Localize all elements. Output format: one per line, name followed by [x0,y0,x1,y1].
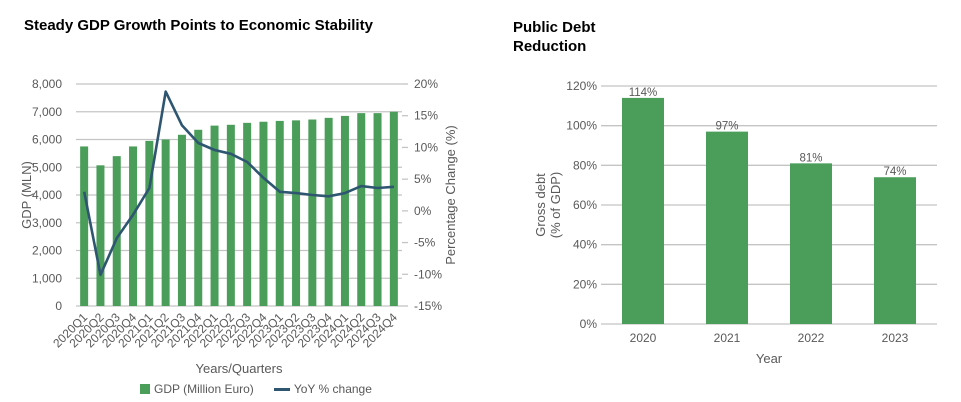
gdp-y2-tick-label: 20% [414,77,438,91]
gdp-y2-tick-label: 5% [414,172,432,186]
gdp-bar [194,129,203,306]
gdp-y2-tick-label: -15% [414,299,442,313]
debt-y-tick-label: 100% [566,119,597,133]
gdp-chart: 0 1,000 2,000 3,000 4,000 5,000 6,000 7,000 8,00… [19,77,458,376]
debt-y-tick-label: 120% [566,79,597,93]
gdp-bar [161,139,170,306]
gdp-x-axis-label: Years/Quarters [196,361,283,376]
gdp-bar [357,113,366,306]
gdp-bar [275,120,284,306]
gdp-bar [145,140,154,306]
debt-bar [790,163,832,324]
debt-bar [874,177,916,324]
legend-label-gdp: GDP (Million Euro) [154,382,254,396]
gdp-y-tick-label: 8,000 [32,77,62,91]
debt-x-tick-label: 2021 [714,331,741,345]
debt-x-axis-label: Year [756,351,783,366]
gdp-y-tick-label: 0 [55,299,62,313]
gdp-y-tick-label: 2,000 [32,244,62,258]
debt-data-label: 97% [715,121,738,133]
gdp-y2-tick-label: 15% [414,109,438,123]
gdp-bar [340,115,349,306]
gdp-y-tick-label: 6,000 [32,133,62,147]
gdp-bar [324,117,333,306]
debt-x-tick-label: 2020 [630,331,657,345]
gdp-y2-tick-label: 0% [414,204,432,218]
debt-y-tick-label: 80% [573,158,597,172]
debt-x-tick-label: 2023 [882,331,909,345]
debt-bar [622,97,664,325]
gdp-bar [96,165,105,306]
gdp-bar [112,156,121,306]
gdp-y-tick-label: 7,000 [32,105,62,119]
debt-y-tick-label: 40% [573,238,597,252]
gdp-bar [226,124,235,306]
debt-chart-title: Public Debt Reduction [513,19,596,55]
debt-data-label: 81% [799,152,822,164]
gdp-bar [80,146,89,306]
bar-swatch-icon [140,384,150,394]
gdp-y-tick-label: 4,000 [32,188,62,202]
gdp-bar [292,120,301,306]
gdp-bar [373,113,382,306]
gdp-bar [177,134,186,306]
debt-y-tick-label: 0% [580,317,598,331]
gdp-bar [259,121,268,307]
gdp-y2-tick-label: 10% [414,140,438,154]
yoy-change-line [82,90,394,277]
debt-y-axis-label-line2: (% of GDP) [548,172,563,238]
debt-y-tick-label: 60% [573,198,597,212]
gdp-chart-title: Steady GDP Growth Points to Economic Sta… [24,17,373,34]
gdp-bar [210,125,219,306]
legend-item-gdp: GDP (Million Euro) [140,382,254,396]
gdp-y-tick-label: 5,000 [32,160,62,174]
debt-bar [706,131,748,324]
gdp-y2-tick-label: -10% [414,267,442,281]
gdp-y-tick-label: 3,000 [32,216,62,230]
gdp-bar [243,122,252,306]
line-swatch-icon [273,387,290,391]
debt-y-tick-label: 20% [573,277,597,291]
gdp-bar [308,119,317,307]
debt-y-axis-label-line1: Gross debt [533,173,548,237]
gdp-y2-axis-label: Percentage Change (%) [443,125,458,264]
gdp-bar [129,146,138,306]
debt-data-label: 114% [629,87,658,99]
gdp-legend: GDP (Million Euro) YoY % change [140,382,372,396]
gdp-y-tick-label: 1,000 [32,271,62,285]
debt-data-label: 74% [883,166,906,178]
gdp-bar [389,111,398,306]
gdp-y-axis-label: GDP (MLN) [19,161,34,229]
debt-x-tick-label: 2022 [798,331,825,345]
gdp-y2-tick-label: -5% [414,236,436,250]
legend-label-yoy: YoY % change [293,382,372,396]
legend-item-yoy: YoY % change [273,382,372,396]
